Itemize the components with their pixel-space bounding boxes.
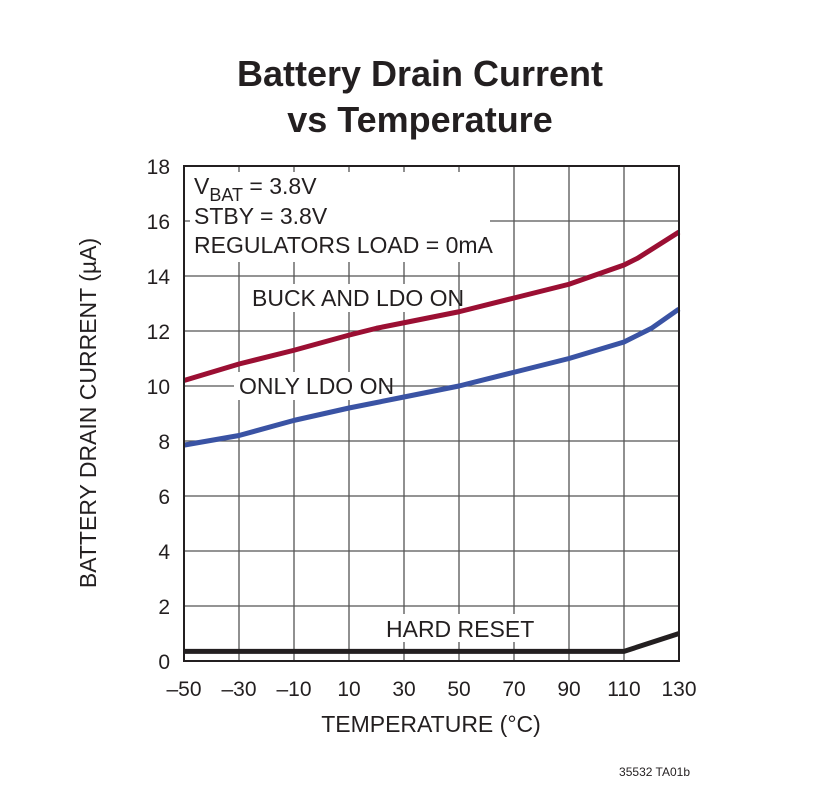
y-tick-label: 8 xyxy=(158,431,170,454)
condition-vbat: VBAT = 3.8V xyxy=(194,173,317,205)
x-tick-label: 30 xyxy=(392,678,415,701)
annotations: VBAT = 3.8V STBY = 3.8V REGULATORS LOAD … xyxy=(190,172,534,642)
series-line-1 xyxy=(183,306,681,448)
y-tick-label: 14 xyxy=(147,266,171,289)
y-tick-label: 6 xyxy=(158,486,170,509)
x-tick-label: 110 xyxy=(607,678,640,701)
series-line-2 xyxy=(184,631,680,654)
x-axis-label: TEMPERATURE (°C) xyxy=(321,711,541,737)
y-tick-label: 12 xyxy=(147,321,170,344)
footnote: 35532 TA01b xyxy=(619,765,690,779)
y-tick-label: 16 xyxy=(147,211,170,234)
x-tick-label: –50 xyxy=(166,678,201,701)
chart-title-line2: vs Temperature xyxy=(287,99,552,140)
series-label-buck: BUCK AND LDO ON xyxy=(252,285,464,311)
y-tick-label: 4 xyxy=(158,541,170,564)
y-tick-label: 0 xyxy=(158,651,170,674)
y-axis-label: BATTERY DRAIN CURRENT (µA) xyxy=(75,238,101,588)
x-tick-label: –30 xyxy=(221,678,256,701)
x-tick-label: 90 xyxy=(557,678,580,701)
chart-title-line1: Battery Drain Current xyxy=(237,53,603,94)
plot-frame xyxy=(183,165,680,662)
x-tick-label: 130 xyxy=(661,678,696,701)
y-tick-label: 10 xyxy=(147,376,170,399)
series-lines xyxy=(183,229,681,654)
series-label-ldo: ONLY LDO ON xyxy=(239,373,394,399)
condition-load: REGULATORS LOAD = 0mA xyxy=(194,232,494,258)
x-tick-label: 10 xyxy=(337,678,360,701)
series-label-hard-reset: HARD RESET xyxy=(386,616,534,642)
y-tick-label: 2 xyxy=(158,596,170,619)
x-tick-label: 70 xyxy=(502,678,525,701)
series-line-0 xyxy=(183,229,681,383)
x-tick-label: 50 xyxy=(447,678,470,701)
x-tick-label: –10 xyxy=(276,678,311,701)
y-tick-label: 18 xyxy=(147,156,170,179)
tick-labels: –50 –30 –10 10 30 50 70 90 110 130 0 2 4 6 8 10 12 14 16 18 xyxy=(147,156,697,701)
condition-stby: STBY = 3.8V xyxy=(194,203,328,229)
